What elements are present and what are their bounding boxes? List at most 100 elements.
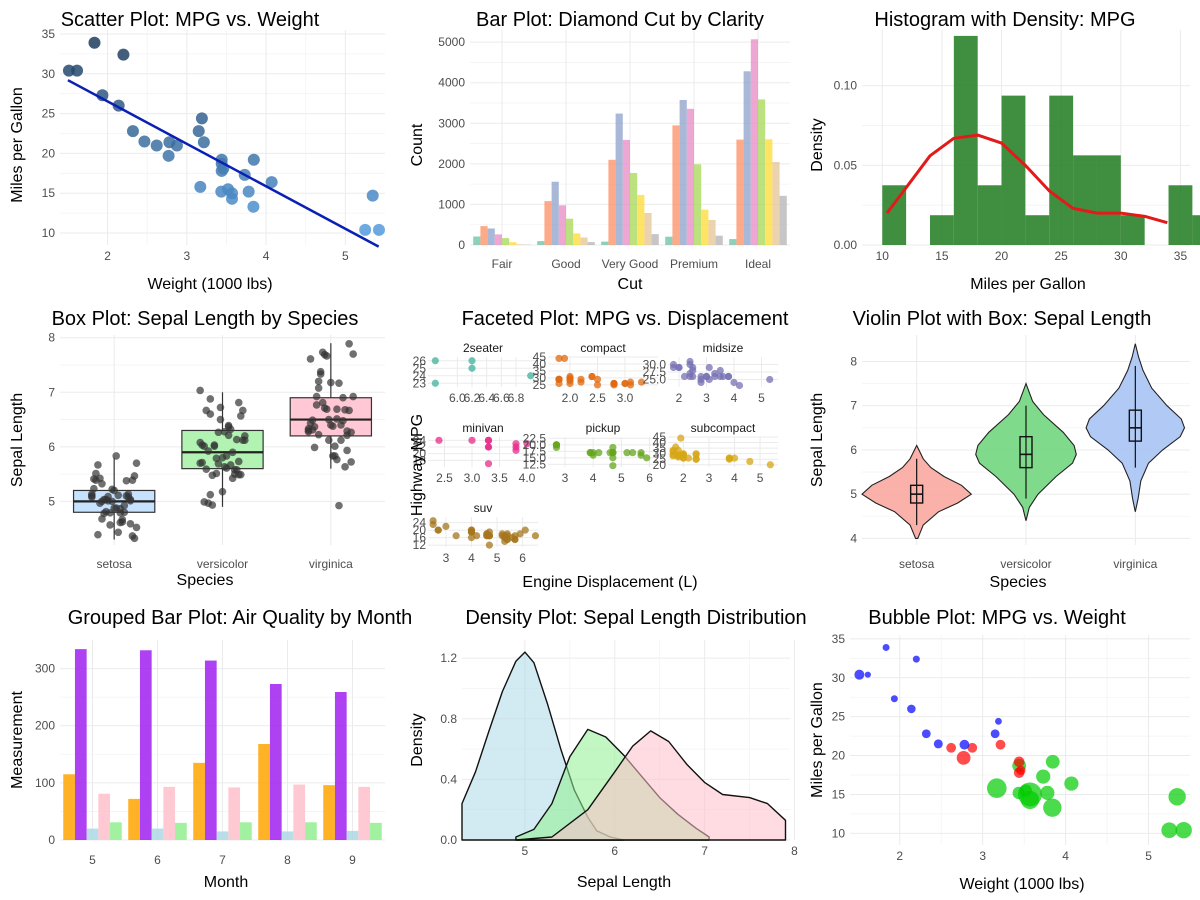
jitter-point — [224, 421, 233, 430]
bar — [758, 99, 766, 245]
facet-y-tick-label: 20 — [413, 447, 427, 461]
jitter-point — [322, 405, 331, 414]
x-tick-label: Fair — [492, 257, 513, 271]
y-tick-label: 5000 — [438, 35, 465, 49]
facet-strip-label: suv — [474, 501, 493, 515]
x-tick-label: 4 — [1062, 849, 1069, 863]
bar — [305, 822, 317, 840]
jitter-point — [314, 377, 323, 386]
chart-title: Bubble Plot: MPG vs. Weight — [868, 607, 1126, 629]
jitter-point — [306, 355, 315, 363]
facet-y-tick-label: 24 — [413, 433, 427, 447]
facet-point — [766, 375, 774, 384]
facet-point — [511, 532, 519, 540]
bubble-point — [933, 739, 943, 749]
bar — [502, 238, 510, 245]
jitter-point — [132, 523, 141, 532]
facet-point — [468, 357, 476, 365]
histogram-bar — [977, 185, 1002, 245]
facet-y-tick-label: 30 — [533, 371, 547, 385]
jitter-point — [218, 487, 227, 496]
jitter-point — [210, 441, 219, 449]
bar — [622, 139, 630, 245]
facet-point — [485, 532, 493, 540]
jitter-point — [304, 426, 313, 435]
facet-x-tick-label: 4 — [468, 551, 475, 565]
bar — [580, 237, 588, 245]
facet-point — [730, 378, 738, 387]
chart-title: Violin Plot with Box: Sepal Length — [853, 308, 1152, 330]
jitter-point — [314, 384, 323, 392]
facet-y-tick-label: 16 — [413, 531, 427, 545]
facet-point — [686, 357, 694, 366]
bubble-point — [1013, 756, 1025, 768]
facet-point — [467, 526, 476, 534]
y-axis-label: Miles per Gallon — [809, 682, 826, 798]
bar — [608, 159, 616, 245]
histogram-bar — [1120, 215, 1145, 245]
jitter-point — [232, 435, 241, 444]
data-point — [265, 176, 278, 189]
facet-point — [593, 381, 602, 389]
histogram-bar — [1168, 185, 1193, 245]
jitter-point — [96, 499, 104, 507]
y-tick-label: 7 — [48, 385, 55, 399]
jitter-point — [341, 463, 349, 471]
facet-strip-label: 2seater — [463, 341, 503, 355]
jitter-point — [226, 461, 235, 469]
jitter-point — [94, 461, 102, 469]
facet-point — [484, 460, 493, 468]
x-tick-label: virginica — [1113, 557, 1157, 571]
facet-point — [637, 378, 646, 386]
jitter-point — [116, 518, 125, 527]
jitter-point — [347, 428, 355, 437]
data-point — [247, 200, 260, 213]
bar — [240, 822, 252, 840]
jitter-point — [335, 379, 343, 387]
facet-point — [766, 461, 774, 469]
jitter-point — [130, 534, 139, 543]
facet-y-tick-label: 23 — [413, 376, 427, 390]
facet-point — [609, 462, 617, 470]
facet-point — [719, 372, 727, 381]
y-axis-label: Highway MPG — [409, 414, 426, 516]
facet-point — [523, 440, 531, 448]
bar — [701, 209, 709, 245]
facet-x-tick-label: 2.5 — [589, 391, 606, 405]
x-tick-label: 2 — [896, 849, 903, 863]
jitter-point — [312, 392, 321, 401]
x-tick-label: versicolor — [1000, 557, 1051, 571]
jitter-point — [212, 469, 221, 478]
jitter-point — [200, 442, 209, 451]
bar — [765, 139, 773, 245]
bar — [743, 71, 751, 245]
facet-x-tick-label: 5 — [757, 471, 764, 485]
data-point — [215, 185, 228, 198]
histogram-bar — [882, 185, 907, 245]
facet-point — [512, 440, 520, 448]
jitter-point — [232, 466, 241, 474]
facet-point — [434, 526, 442, 534]
y-tick-label: 20 — [42, 146, 56, 160]
chart-title: Bar Plot: Diamond Cut by Clarity — [476, 9, 764, 31]
facet-point — [610, 379, 618, 388]
bar — [74, 649, 87, 840]
jitter-point — [337, 436, 345, 444]
facet-point — [686, 372, 694, 381]
y-tick-label: 0 — [458, 238, 465, 252]
bar — [98, 793, 111, 840]
chart-title: Scatter Plot: MPG vs. Weight — [61, 9, 320, 31]
data-point — [372, 223, 385, 236]
y-axis-label: Density — [409, 713, 426, 766]
facet-point — [629, 449, 637, 457]
bar — [139, 650, 152, 840]
chart-title: Box Plot: Sepal Length by Species — [52, 308, 359, 330]
bar — [630, 172, 638, 245]
facet-point — [473, 532, 481, 540]
bar — [715, 235, 723, 245]
facet-y-tick-label: 22.5 — [523, 431, 547, 445]
histogram-bar — [1025, 215, 1050, 245]
bar — [558, 205, 566, 245]
bubble-point — [1036, 769, 1051, 784]
y-tick-label: 8 — [48, 331, 55, 345]
